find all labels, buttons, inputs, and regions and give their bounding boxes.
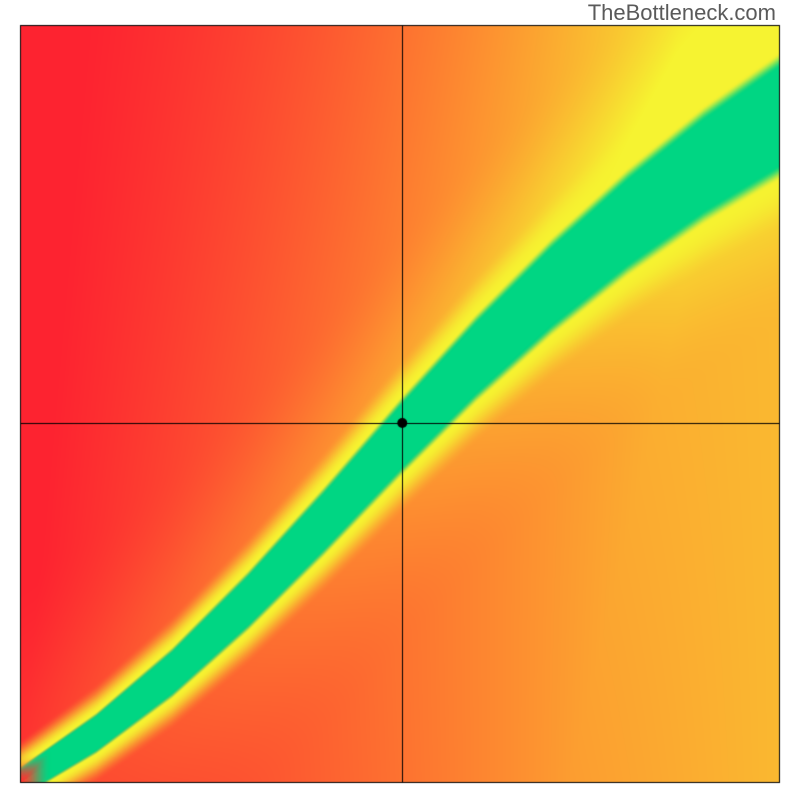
bottleneck-heatmap	[0, 0, 800, 800]
chart-container: TheBottleneck.com	[0, 0, 800, 800]
watermark-text: TheBottleneck.com	[588, 0, 776, 26]
